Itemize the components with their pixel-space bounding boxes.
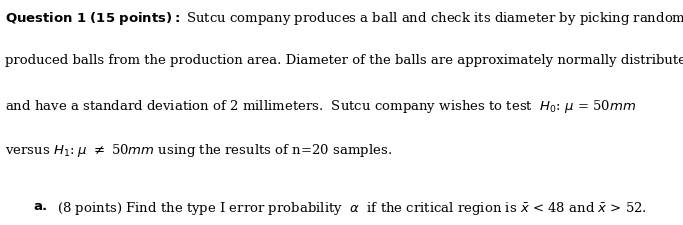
Text: produced balls from the production area. Diameter of the balls are approximately: produced balls from the production area.… xyxy=(5,54,683,67)
Text: $\bf{a.}$: $\bf{a.}$ xyxy=(33,199,48,212)
Text: (8 points) Find the type I error probability  $\alpha$  if the critical region i: (8 points) Find the type I error probabi… xyxy=(57,199,647,216)
Text: $\bf{Question\ 1\ (15\ points):}$ Sutcu company produces a ball and check its di: $\bf{Question\ 1\ (15\ points):}$ Sutcu … xyxy=(5,10,683,27)
Text: and have a standard deviation of 2 millimeters.  Sutcu company wishes to test  $: and have a standard deviation of 2 milli… xyxy=(5,98,637,115)
Text: versus $H_1$: $\mu$ $\neq$ 50$mm$ using the results of n=20 samples.: versus $H_1$: $\mu$ $\neq$ 50$mm$ using … xyxy=(5,142,393,159)
